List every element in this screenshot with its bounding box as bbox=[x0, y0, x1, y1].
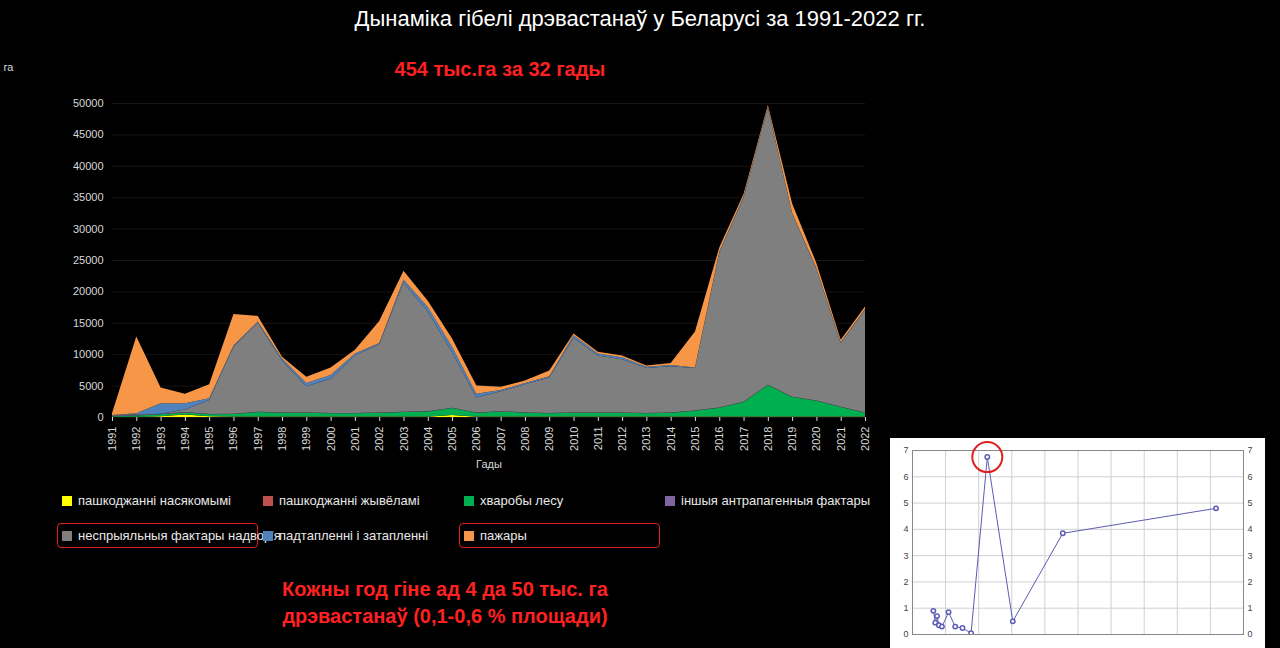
svg-text:1997: 1997 bbox=[252, 427, 264, 451]
svg-text:2006: 2006 bbox=[470, 427, 482, 451]
svg-text:2015: 2015 bbox=[689, 427, 701, 451]
svg-text:1998: 1998 bbox=[276, 427, 288, 451]
svg-text:50000: 50000 bbox=[73, 97, 104, 109]
svg-text:2021: 2021 bbox=[835, 427, 847, 451]
svg-text:1993: 1993 bbox=[155, 427, 167, 451]
svg-text:2014: 2014 bbox=[665, 427, 677, 451]
svg-text:2019: 2019 bbox=[786, 427, 798, 451]
svg-text:15000: 15000 bbox=[73, 317, 104, 329]
svg-text:5: 5 bbox=[903, 498, 908, 508]
svg-text:2008: 2008 bbox=[519, 427, 531, 451]
svg-text:0: 0 bbox=[1248, 629, 1253, 639]
html-text:хваробы лесу: хваробы лесу bbox=[480, 493, 564, 508]
html-text:пашкоджанні насякомымі: пашкоджанні насякомымі bbox=[78, 493, 231, 508]
svg-text:7: 7 bbox=[903, 445, 908, 455]
svg-text:1: 1 bbox=[903, 603, 908, 613]
svg-text:35000: 35000 bbox=[73, 191, 104, 203]
svg-text:2003: 2003 bbox=[398, 427, 410, 451]
svg-text:1: 1 bbox=[1248, 603, 1253, 613]
svg-text:1994: 1994 bbox=[179, 427, 191, 451]
html-text:іншыя антрапагенныя фактары: іншыя антрапагенныя фактары bbox=[681, 493, 870, 508]
svg-text:6: 6 bbox=[1248, 472, 1253, 482]
svg-text:2009: 2009 bbox=[543, 427, 555, 451]
svg-text:2: 2 bbox=[1248, 577, 1253, 587]
svg-text:25000: 25000 bbox=[73, 254, 104, 266]
svg-text:40000: 40000 bbox=[73, 160, 104, 172]
svg-text:30000: 30000 bbox=[73, 223, 104, 235]
svg-text:0: 0 bbox=[903, 629, 908, 639]
svg-text:10000: 10000 bbox=[73, 348, 104, 360]
svg-text:2007: 2007 bbox=[495, 427, 507, 451]
svg-text:7: 7 bbox=[1248, 445, 1253, 455]
svg-text:2005: 2005 bbox=[446, 427, 458, 451]
svg-text:2001: 2001 bbox=[349, 427, 361, 451]
svg-text:3: 3 bbox=[1248, 551, 1253, 561]
svg-text:1995: 1995 bbox=[203, 427, 215, 451]
html-text:неспрыяльныя фактары надвор'я: неспрыяльныя фактары надвор'я падтапленн… bbox=[78, 528, 429, 543]
svg-text:2022: 2022 bbox=[859, 427, 871, 451]
svg-text:2018: 2018 bbox=[762, 427, 774, 451]
svg-text:3: 3 bbox=[903, 551, 908, 561]
svg-text:6: 6 bbox=[903, 472, 908, 482]
html-text:454 тыс.га за 32 гады: 454 тыс.га за 32 гады bbox=[394, 58, 606, 80]
svg-text:2011: 2011 bbox=[592, 427, 604, 451]
svg-text:2013: 2013 bbox=[640, 427, 652, 451]
svg-text:2002: 2002 bbox=[373, 427, 385, 451]
svg-text:0: 0 bbox=[97, 411, 103, 423]
svg-text:5000: 5000 bbox=[79, 380, 103, 392]
svg-text:2012: 2012 bbox=[616, 427, 628, 451]
svg-text:2017: 2017 bbox=[738, 427, 750, 451]
html-text:Дынаміка гібелі дрэвастанаў у: Дынаміка гібелі дрэвастанаў у Беларусі з… bbox=[354, 6, 926, 31]
svg-text:1991: 1991 bbox=[106, 427, 118, 451]
svg-text:1996: 1996 bbox=[227, 427, 239, 451]
html-text:пажары: пажары bbox=[480, 528, 527, 543]
svg-text:2: 2 bbox=[903, 577, 908, 587]
svg-text:2016: 2016 bbox=[713, 427, 725, 451]
svg-text:2020: 2020 bbox=[810, 427, 822, 451]
svg-text:4: 4 bbox=[1248, 524, 1253, 534]
svg-text:2010: 2010 bbox=[568, 427, 580, 451]
html-text:Кожны год гіне ад 4 да 50 тыс.: Кожны год гіне ад 4 да 50 тыс. га дрэвас… bbox=[282, 578, 608, 627]
svg-text:2004: 2004 bbox=[422, 427, 434, 451]
svg-text:4: 4 bbox=[903, 524, 908, 534]
svg-text:5: 5 bbox=[1248, 498, 1253, 508]
svg-text:2000: 2000 bbox=[325, 427, 337, 451]
svg-text:45000: 45000 bbox=[73, 128, 104, 140]
svg-text:1999: 1999 bbox=[300, 427, 312, 451]
html-text:пашкоджанні жывёламі: пашкоджанні жывёламі bbox=[279, 493, 420, 508]
svg-text:Гады: Гады bbox=[476, 458, 502, 470]
svg-text:га: га bbox=[4, 61, 15, 73]
svg-text:1992: 1992 bbox=[130, 427, 142, 451]
svg-text:20000: 20000 bbox=[73, 285, 104, 297]
